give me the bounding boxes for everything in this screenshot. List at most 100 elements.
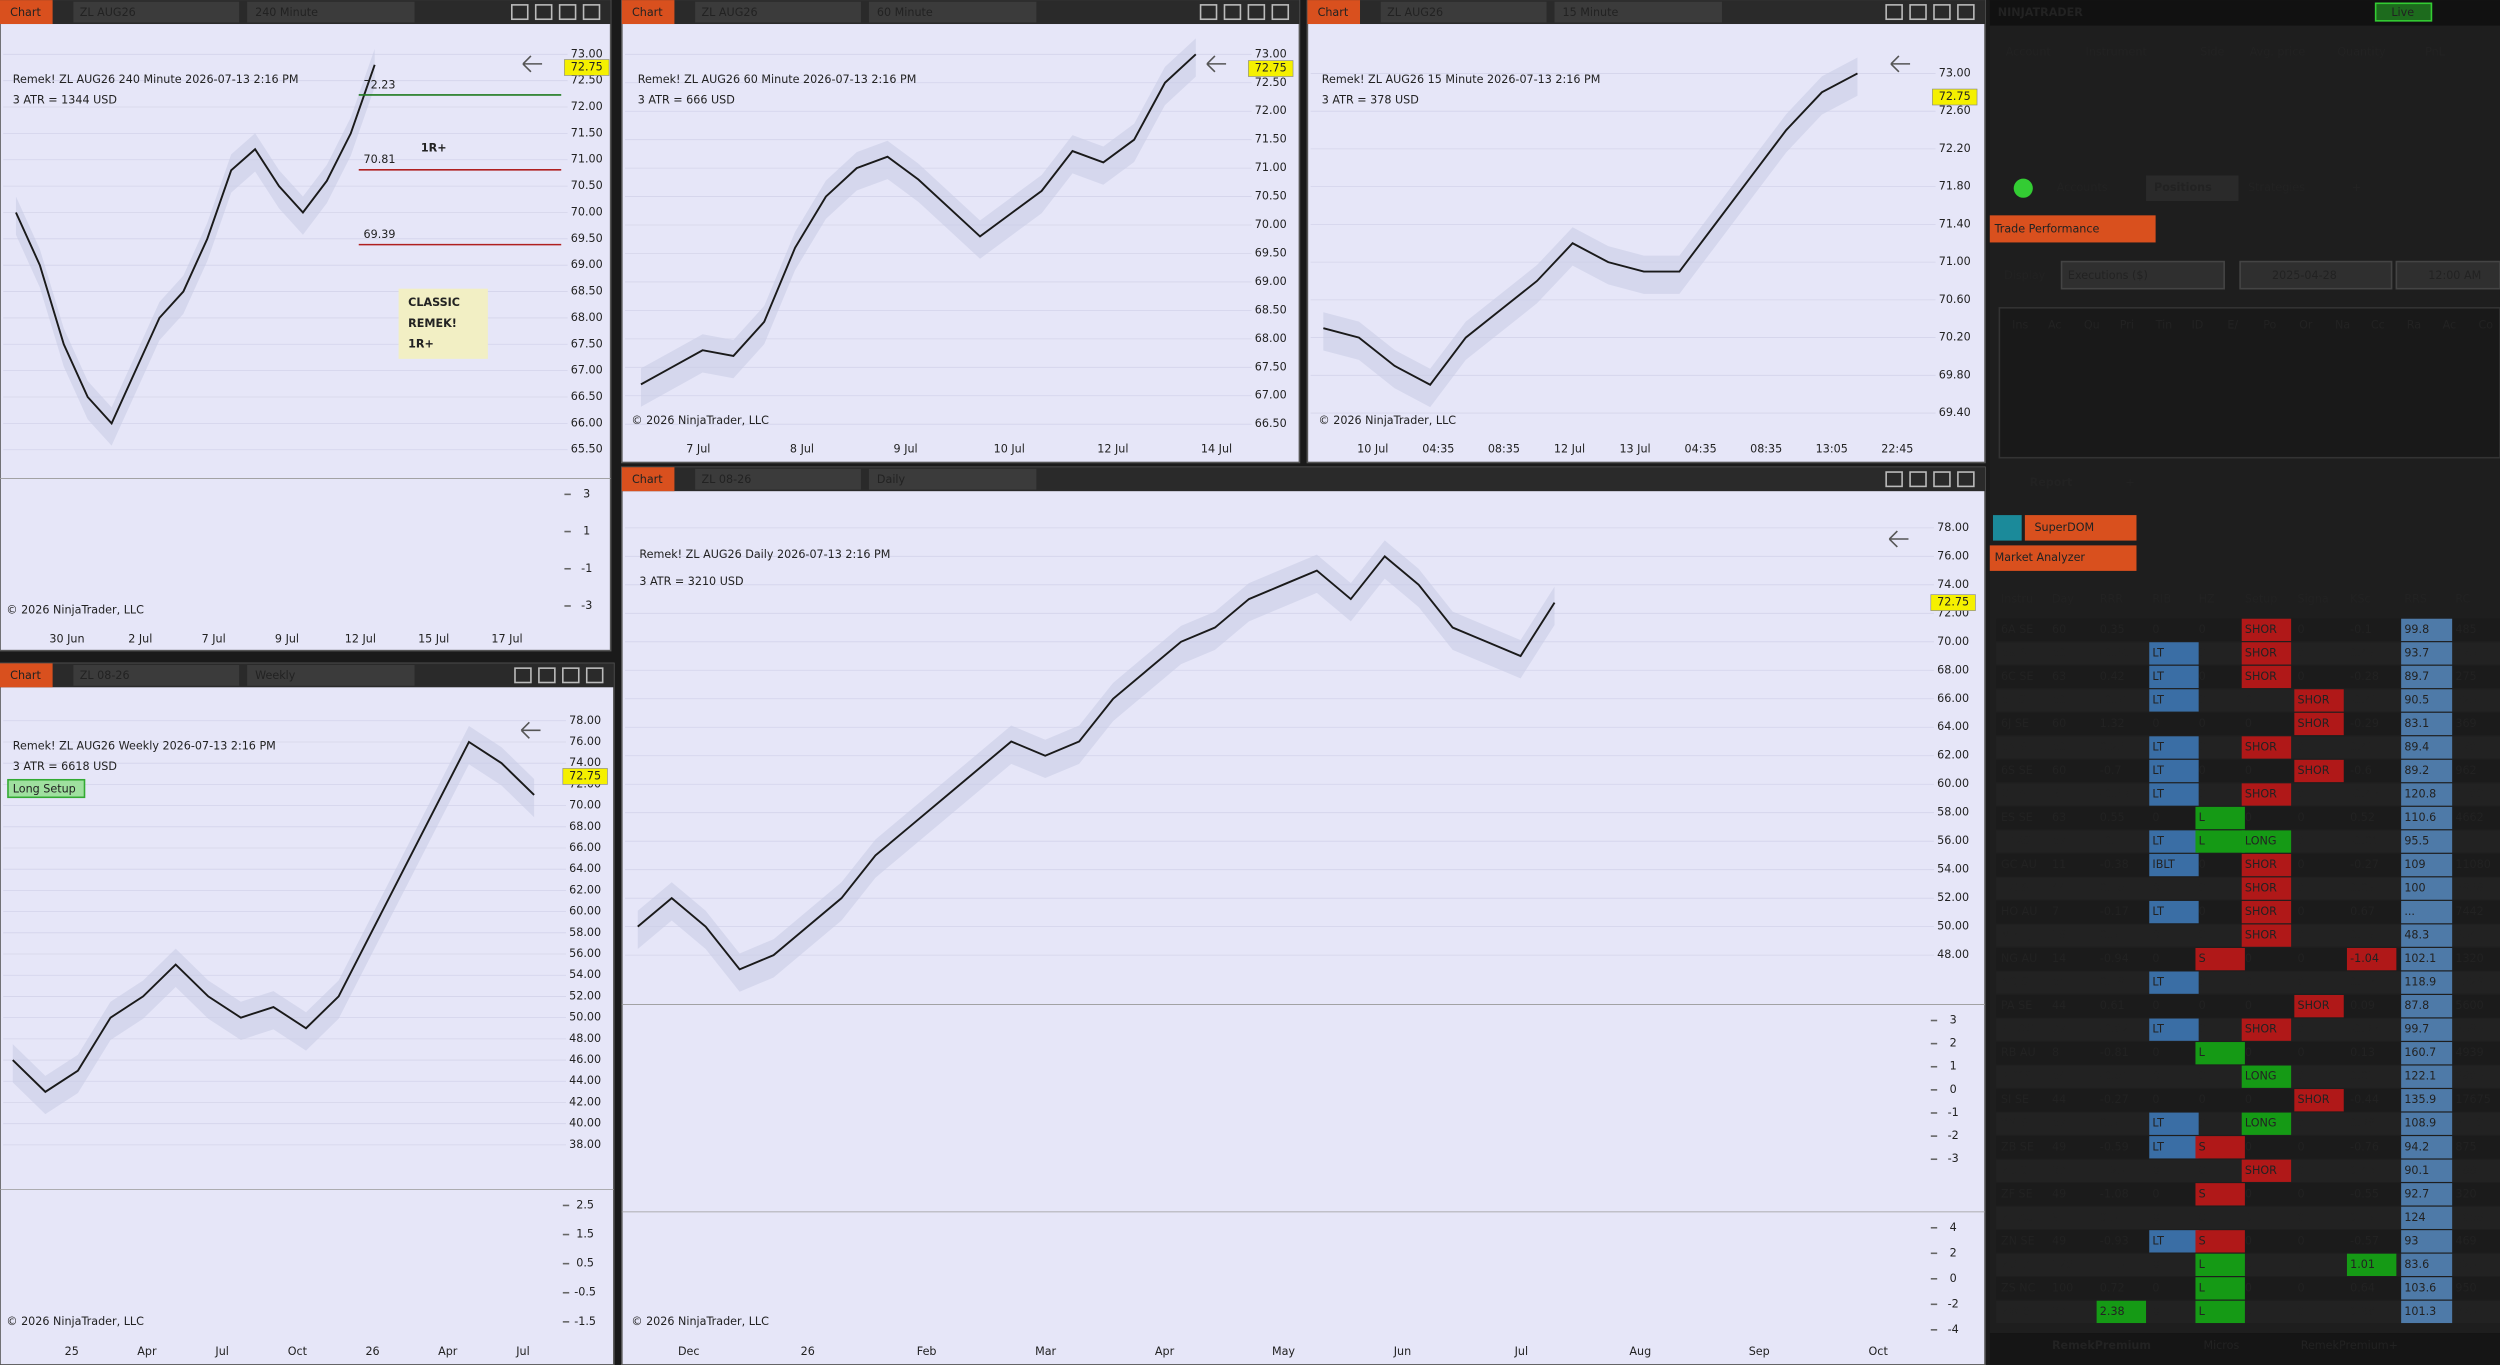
cell: -0.76 [2350,1140,2379,1153]
live-badge [2374,2,2433,22]
price-marker [562,768,608,785]
cell: 1.25 [2100,1164,2125,1177]
cell-highlight [2149,736,2199,759]
window-button[interactable] [582,4,601,21]
cell: 488 [2455,1164,2476,1177]
cell: CL AU [2001,788,2034,801]
window-button[interactable] [1933,4,1951,21]
y-tick-label: 70.00 [1937,635,1969,648]
cell: 7442 [2455,905,2483,918]
panel-title-bg [1989,215,2156,243]
interval-box[interactable] [868,1,1037,23]
cell: ZC SE [2001,1164,2034,1177]
rrs-cell-bg [2401,1159,2453,1182]
x-tick-label: Jul [1514,1345,1528,1358]
window-button[interactable] [538,667,556,684]
cell: L [2199,835,2206,848]
y-tick-label: 67.00 [1255,389,1287,402]
instrument-box[interactable] [695,1,861,23]
rrs-cell-bg [2401,712,2453,736]
cell: 0 [2152,1305,2159,1318]
back-arrow[interactable] [1890,55,1911,73]
x-tick-label: 04:35 [1422,443,1454,456]
cell: -0.17 [2100,905,2129,918]
analyzer-title-bg [1989,545,2137,571]
window-button[interactable] [1247,4,1266,21]
tab-active[interactable] [2146,175,2239,201]
exec-grid [1998,307,2500,459]
y-tick-label: 50.00 [1937,920,1969,933]
dropdown[interactable] [2060,260,2225,290]
x-tick-label: Jul [214,1345,228,1358]
interval-box[interactable] [247,664,415,686]
tab-strip [1989,1333,2500,1365]
cell-highlight [2149,971,2199,994]
cell: SI SE [2001,1093,2029,1106]
window-button[interactable] [1957,471,1975,488]
cell-highlight [2241,924,2292,947]
window-button[interactable] [511,4,529,21]
interval-box[interactable] [868,468,1037,490]
x-tick-label: 08:35 [1750,443,1782,456]
window-button[interactable] [1885,471,1903,488]
cell: 0.47 [2350,646,2375,659]
rrs-cell-bg [2401,759,2453,783]
window-button[interactable] [558,4,577,21]
cell: SHOR [2245,1164,2277,1177]
cell: SHOR [2245,670,2277,683]
window-button[interactable] [1885,4,1903,21]
cell: 0 [2199,858,2206,871]
interval-box[interactable] [247,1,415,23]
instrument-box[interactable] [73,664,240,686]
window-button[interactable] [1223,4,1242,21]
window-button[interactable] [1199,4,1218,21]
cell: 0 [2298,670,2305,683]
chart-title: Remek! ZL AUG26 60 Minute 2026-07-13 2:1… [638,73,917,86]
y-tick-label: 52.00 [1937,891,1969,904]
chart-tab[interactable] [621,467,675,492]
tab: Micros [2203,1339,2239,1352]
grid-header: Cc [2371,318,2385,331]
window-button[interactable] [1271,4,1290,21]
cell: 9 [2052,1211,2059,1224]
window-button[interactable] [1909,4,1927,21]
back-arrow[interactable] [520,721,541,739]
window-button[interactable] [534,4,553,21]
interval-box[interactable] [1554,1,1722,23]
cell: HG SE [2001,882,2036,895]
back-arrow[interactable] [522,55,543,73]
cell: 108.9 [2404,1117,2436,1130]
cell: ZO DE [2001,1258,2037,1271]
back-arrow[interactable] [1888,530,1909,548]
x-tick-label: Apr [137,1345,157,1358]
chart-tab[interactable] [0,663,53,688]
cell: SHOR [2245,623,2277,636]
grid-header: Qu [2084,318,2100,331]
chart-tab[interactable] [621,0,675,25]
window-button[interactable] [1909,471,1927,488]
instrument-box[interactable] [73,1,240,23]
chart-tab[interactable] [0,0,53,25]
cell: 44 [2052,999,2066,1012]
cell-highlight [2294,689,2344,712]
dropdown[interactable] [2239,260,2393,290]
cell: 0 [2199,882,2206,895]
window-button[interactable] [562,667,580,684]
window-button[interactable] [1957,4,1975,21]
cell: 0 [2199,646,2206,659]
instrument-box[interactable] [1380,1,1547,23]
dropdown[interactable] [2395,260,2500,290]
window-button[interactable] [1933,471,1951,488]
cell: SHOR [2245,788,2277,801]
cell: -0.1 [2350,623,2372,636]
chart-tab[interactable] [1307,0,1361,25]
cell: 0.5 [2100,929,2118,942]
back-arrow[interactable] [1206,55,1227,73]
instrument-box[interactable] [695,468,861,490]
cell-highlight [2149,900,2199,924]
window-button[interactable] [585,667,604,684]
cell: 4100 [2455,788,2483,801]
window-button[interactable] [514,667,532,684]
y-tick-label: 66.00 [571,416,603,429]
